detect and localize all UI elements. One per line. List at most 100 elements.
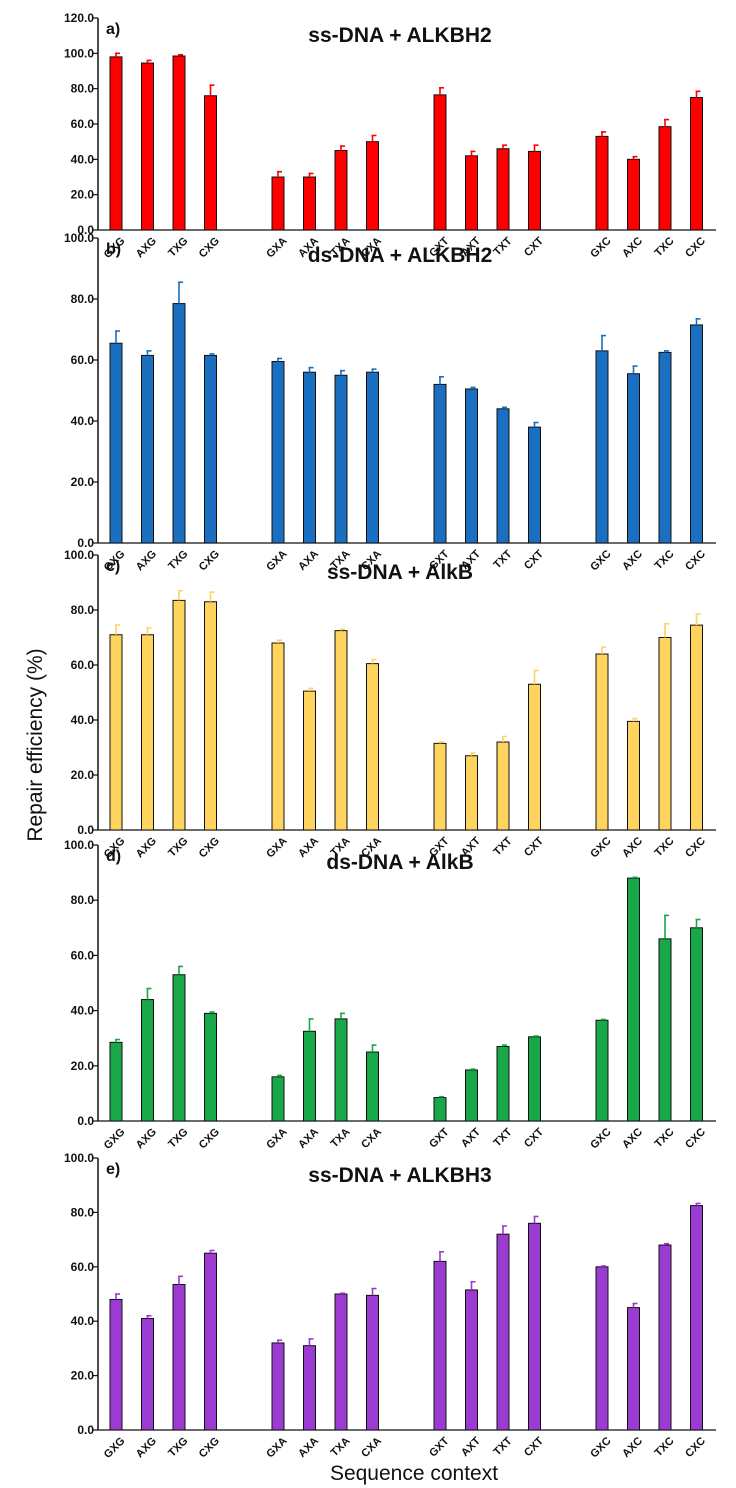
- bar: [271, 361, 285, 544]
- y-tick-label: 0.0: [77, 536, 94, 550]
- x-tick-label: AXG: [134, 235, 159, 260]
- bar: [109, 1041, 123, 1122]
- y-tick-label: 80.0: [71, 292, 95, 306]
- panel-label: d): [106, 848, 121, 865]
- bar: [172, 599, 186, 831]
- bar: [528, 150, 541, 231]
- bar: [366, 371, 379, 544]
- y-tick-label: 0.0: [77, 1114, 94, 1128]
- chart-panel-5: 0.0 20.0 40.0 60.0 80.0 100.0 e) ss-DNA + ALKBH…: [64, 1151, 716, 1461]
- bar: [172, 303, 186, 544]
- y-axis-title: Repair efficiency (%): [24, 648, 47, 841]
- bar: [595, 653, 609, 831]
- y-tick-label: 80.0: [71, 603, 95, 617]
- bar: [141, 354, 154, 544]
- chart-panel-3: 0.0 20.0 40.0 60.0 80.0 100.0 c) ss-DNA + AlkB G…: [64, 548, 716, 861]
- bar: [204, 601, 217, 831]
- x-tick-label: CXC: [683, 235, 708, 260]
- x-tick-label: AXC: [620, 835, 645, 860]
- bar: [595, 135, 609, 231]
- x-tick-label: GXA: [264, 548, 289, 573]
- bar: [433, 1097, 447, 1122]
- x-tick-label: TXA: [329, 1126, 353, 1150]
- x-tick-label: AXG: [134, 1126, 159, 1151]
- bar: [465, 755, 478, 831]
- x-tick-label: TXG: [166, 235, 190, 259]
- y-tick-label: 60.0: [71, 117, 95, 131]
- x-tick-label: AXT: [459, 1126, 483, 1150]
- y-tick-label: 0.0: [77, 1423, 94, 1437]
- bar: [109, 56, 123, 231]
- x-tick-label: CXC: [683, 835, 708, 860]
- x-tick-label: TXG: [166, 835, 190, 859]
- x-tick-label: AXC: [620, 548, 645, 573]
- bar: [595, 1266, 609, 1431]
- x-tick-label: CXA: [359, 1435, 384, 1460]
- panel-label: b): [106, 241, 121, 258]
- bar: [303, 1345, 316, 1431]
- x-tick-label: GXA: [264, 835, 289, 860]
- x-tick-label: AXC: [620, 1126, 645, 1151]
- x-tick-label: AXA: [296, 1126, 321, 1151]
- bar: [595, 1019, 609, 1122]
- bar: [271, 642, 285, 831]
- x-tick-label: AXA: [296, 1435, 321, 1460]
- bar: [658, 1244, 672, 1431]
- x-tick-label: CXC: [683, 1126, 708, 1151]
- y-tick-label: 40.0: [71, 1004, 95, 1018]
- x-tick-label: CXT: [522, 835, 546, 859]
- panel-label: c): [106, 558, 120, 575]
- bar: [303, 176, 316, 231]
- y-tick-label: 60.0: [71, 353, 95, 367]
- x-tick-label: CXC: [683, 548, 708, 573]
- bar: [271, 176, 285, 231]
- y-tick-label: 60.0: [71, 1260, 95, 1274]
- x-tick-label: TXC: [653, 235, 677, 259]
- bar: [366, 1051, 379, 1122]
- y-tick-label: 60.0: [71, 658, 95, 672]
- bar: [366, 141, 379, 231]
- x-tick-label: GXG: [102, 1435, 128, 1461]
- x-tick-label: AXA: [296, 548, 321, 573]
- x-tick-label: GXA: [264, 1126, 289, 1151]
- x-tick-label: AXC: [620, 235, 645, 260]
- bar: [303, 371, 316, 544]
- x-tick-label: TXC: [653, 548, 677, 572]
- x-tick-label: GXC: [588, 235, 613, 260]
- x-tick-label: CXG: [197, 835, 222, 860]
- x-tick-label: TXG: [166, 1435, 190, 1459]
- bar: [690, 97, 703, 231]
- panel-title: ss-DNA + ALKBH3: [308, 1164, 491, 1187]
- x-tick-label: GXA: [264, 235, 289, 260]
- y-tick-label: 80.0: [71, 893, 95, 907]
- bar: [496, 408, 510, 544]
- bar: [496, 1233, 510, 1431]
- bar: [528, 1222, 541, 1431]
- bar: [627, 158, 640, 231]
- y-tick-label: 20.0: [71, 768, 95, 782]
- x-tick-label: GXG: [102, 1126, 128, 1152]
- x-tick-label: CXG: [197, 235, 222, 260]
- bar: [366, 1294, 379, 1431]
- x-tick-label: CXT: [522, 1126, 546, 1150]
- bar: [627, 373, 640, 544]
- x-tick-label: TXC: [653, 1435, 677, 1459]
- bar: [334, 374, 348, 544]
- x-tick-label: TXC: [653, 835, 677, 859]
- bar: [528, 426, 541, 544]
- bar: [528, 683, 541, 831]
- x-tick-label: AXC: [620, 1435, 645, 1460]
- bar: [465, 155, 478, 231]
- bar: [496, 148, 510, 231]
- bar: [690, 624, 703, 831]
- x-tick-label: AXA: [296, 835, 321, 860]
- x-tick-label: CXG: [197, 1126, 222, 1151]
- bar: [109, 1298, 123, 1431]
- bar: [433, 742, 447, 831]
- bar: [172, 55, 186, 231]
- x-tick-label: TXC: [653, 1126, 677, 1150]
- x-tick-label: AXG: [134, 548, 159, 573]
- y-tick-label: 80.0: [71, 1205, 95, 1219]
- panel-title: ds-DNA + ALKBH2: [308, 244, 493, 267]
- y-tick-label: 100.0: [64, 231, 94, 245]
